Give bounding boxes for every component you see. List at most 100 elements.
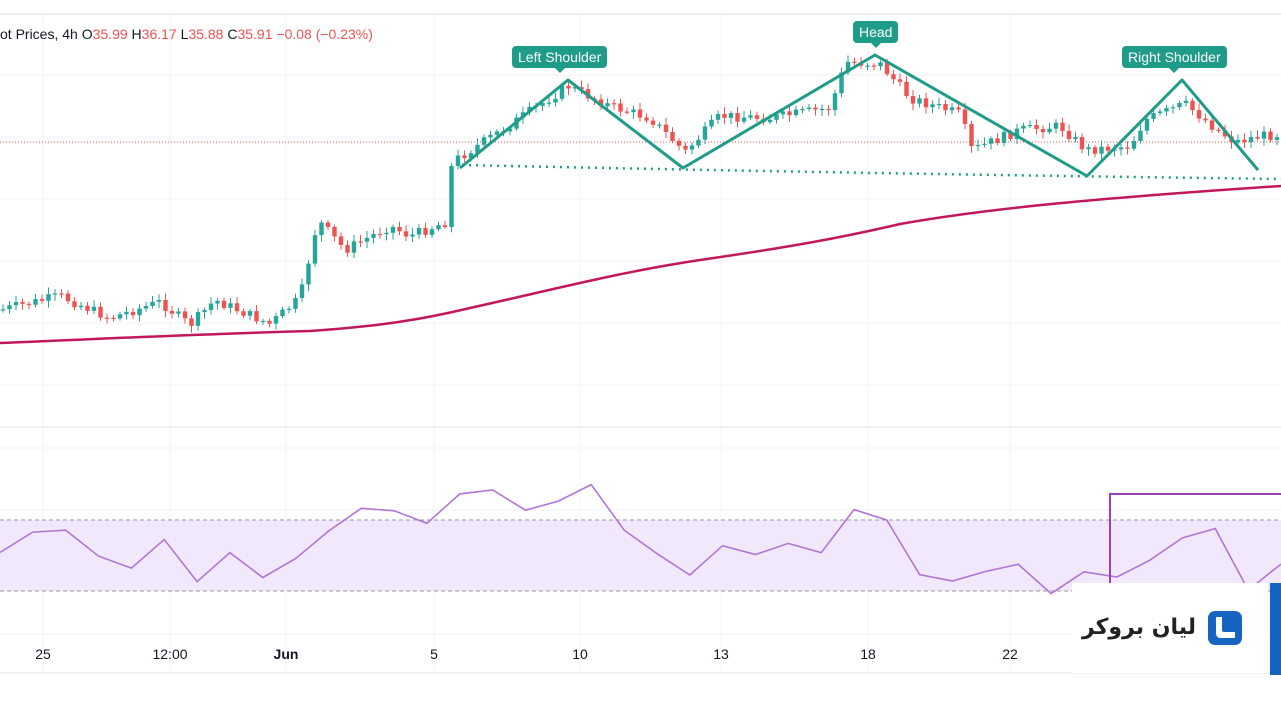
candle-body[interactable] (449, 165, 454, 227)
head-label[interactable]: Head (853, 21, 899, 48)
candle-body[interactable] (52, 293, 58, 295)
candle-body[interactable] (468, 153, 474, 159)
candle-body[interactable] (293, 297, 298, 309)
candle-body[interactable] (85, 305, 90, 311)
candle-body[interactable] (982, 143, 987, 145)
candle-body[interactable] (1105, 146, 1111, 151)
candle-body[interactable] (13, 302, 19, 306)
candle-body[interactable] (1248, 137, 1254, 143)
candle-body[interactable] (169, 310, 175, 314)
candle-body[interactable] (995, 138, 1000, 144)
candle-body[interactable] (65, 293, 71, 302)
candle-body[interactable] (286, 308, 292, 310)
candle-body[interactable] (507, 128, 513, 132)
candle-body[interactable] (663, 124, 669, 133)
candle-body[interactable] (442, 225, 448, 227)
right-shoulder-label[interactable]: Right Shoulder (1122, 46, 1227, 73)
candle-body[interactable] (182, 311, 188, 319)
candle-body[interactable] (397, 226, 402, 232)
candle-body[interactable] (1034, 124, 1039, 129)
candle-body[interactable] (208, 303, 214, 310)
candle-body[interactable] (481, 137, 487, 145)
candle-body[interactable] (696, 139, 701, 146)
candle-body[interactable] (111, 317, 116, 319)
candle-body[interactable] (917, 98, 922, 104)
candle-body[interactable] (98, 306, 103, 318)
candle-body[interactable] (1151, 113, 1156, 119)
candle-body[interactable] (59, 293, 64, 295)
candle-body[interactable] (137, 308, 142, 316)
candle-body[interactable] (1274, 137, 1280, 140)
candle-body[interactable] (1203, 118, 1208, 121)
candle-body[interactable] (1118, 147, 1124, 150)
candle-body[interactable] (176, 311, 181, 314)
candle-body[interactable] (988, 138, 994, 144)
candle-body[interactable] (72, 301, 77, 308)
candle-body[interactable] (351, 241, 357, 253)
candle-body[interactable] (319, 222, 324, 236)
candle-body[interactable] (546, 102, 552, 104)
candle-body[interactable] (624, 111, 630, 113)
candle-body[interactable] (605, 103, 610, 107)
candle-body[interactable] (1190, 100, 1195, 111)
candle-body[interactable] (46, 294, 51, 301)
candle-body[interactable] (1066, 130, 1072, 139)
candle-body[interactable] (1131, 140, 1137, 149)
candle-body[interactable] (78, 305, 84, 308)
candle-body[interactable] (1027, 124, 1033, 127)
candle-body[interactable] (910, 96, 916, 104)
candle-body[interactable] (949, 107, 955, 111)
candle-body[interactable] (787, 111, 792, 116)
candle-body[interactable] (1242, 139, 1247, 143)
candle-body[interactable] (273, 316, 279, 324)
candle-body[interactable] (943, 103, 948, 111)
candle-body[interactable] (254, 311, 259, 322)
candle-body[interactable] (332, 226, 337, 237)
candle-body[interactable] (722, 113, 727, 118)
candle-body[interactable] (845, 61, 851, 73)
candle-body[interactable] (891, 74, 896, 80)
candle-body[interactable] (1086, 147, 1091, 150)
candle-body[interactable] (566, 85, 571, 89)
candle-body[interactable] (878, 62, 883, 67)
candle-body[interactable] (930, 104, 935, 108)
candle-body[interactable] (475, 144, 480, 154)
neckline[interactable] (461, 163, 1281, 181)
candle-body[interactable] (1164, 108, 1169, 112)
candle-body[interactable] (767, 119, 773, 123)
candle-body[interactable] (780, 111, 786, 115)
candle-body[interactable] (156, 300, 162, 302)
candle-body[interactable] (1099, 146, 1104, 154)
candle-body[interactable] (1209, 120, 1215, 130)
candle-body[interactable] (1047, 128, 1052, 133)
candle-body[interactable] (267, 320, 272, 324)
candle-body[interactable] (117, 314, 123, 319)
candle-body[interactable] (338, 236, 344, 245)
candle-body[interactable] (670, 132, 675, 141)
candle-body[interactable] (215, 300, 220, 304)
candle-body[interactable] (540, 102, 545, 106)
candle-body[interactable] (1216, 129, 1221, 131)
candle-body[interactable] (280, 309, 285, 317)
candle-body[interactable] (715, 113, 721, 120)
candle-body[interactable] (1001, 131, 1007, 144)
candle-body[interactable] (1177, 102, 1182, 108)
candle-body[interactable] (130, 311, 136, 316)
candle-body[interactable] (683, 145, 688, 150)
candle-body[interactable] (260, 320, 266, 323)
candle-body[interactable] (371, 233, 376, 238)
candle-body[interactable] (364, 237, 370, 242)
candle-body[interactable] (657, 124, 662, 126)
candle-body[interactable] (390, 226, 396, 233)
candle-body[interactable] (689, 145, 695, 150)
candle-body[interactable] (969, 124, 974, 146)
candle-body[interactable] (618, 103, 623, 112)
candle-body[interactable] (572, 87, 578, 89)
candle-body[interactable] (429, 229, 435, 235)
rsi-line[interactable] (0, 483, 1281, 595)
candle-body[interactable] (20, 302, 25, 304)
candle-body[interactable] (377, 233, 383, 236)
candle-body[interactable] (1170, 107, 1176, 109)
candle-body[interactable] (358, 241, 363, 243)
head-shoulders-pattern[interactable] (459, 53, 1260, 178)
